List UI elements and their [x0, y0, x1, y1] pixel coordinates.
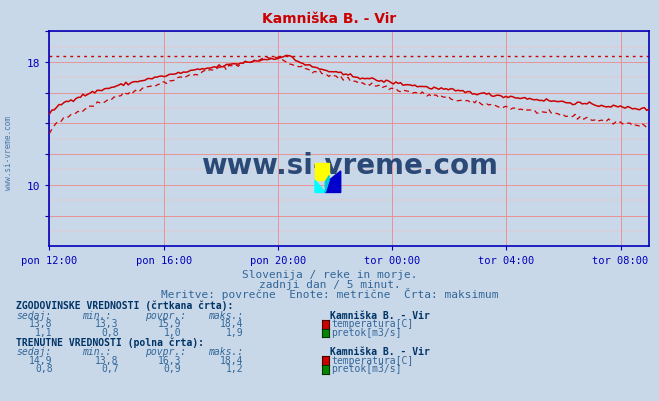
Text: 0,8: 0,8: [35, 363, 53, 373]
Text: 14,9: 14,9: [29, 355, 53, 365]
Bar: [315, 164, 329, 181]
Text: 13,8: 13,8: [95, 355, 119, 365]
Text: min.:: min.:: [82, 346, 112, 356]
Polygon shape: [326, 172, 341, 193]
Text: 1,9: 1,9: [226, 327, 244, 337]
Text: sedaj:: sedaj:: [16, 310, 51, 320]
Text: Meritve: povrečne  Enote: metrične  Črta: maksimum: Meritve: povrečne Enote: metrične Črta: …: [161, 287, 498, 299]
Text: maks.:: maks.:: [208, 310, 243, 320]
Text: www.si-vreme.com: www.si-vreme.com: [201, 151, 498, 179]
Text: temperatura[C]: temperatura[C]: [331, 355, 414, 365]
Text: 0,7: 0,7: [101, 363, 119, 373]
Text: TRENUTNE VREDNOSTI (polna črta):: TRENUTNE VREDNOSTI (polna črta):: [16, 336, 204, 347]
Text: 15,9: 15,9: [158, 319, 181, 328]
Text: povpr.:: povpr.:: [145, 346, 186, 356]
Text: 18,4: 18,4: [220, 319, 244, 328]
Text: 1,1: 1,1: [35, 327, 53, 337]
Text: pretok[m3/s]: pretok[m3/s]: [331, 327, 402, 337]
Text: 16,3: 16,3: [158, 355, 181, 365]
Text: temperatura[C]: temperatura[C]: [331, 319, 414, 328]
Text: sedaj:: sedaj:: [16, 346, 51, 356]
Text: ZGODOVINSKE VREDNOSTI (črtkana črta):: ZGODOVINSKE VREDNOSTI (črtkana črta):: [16, 300, 234, 310]
Text: 0,8: 0,8: [101, 327, 119, 337]
Text: www.si-vreme.com: www.si-vreme.com: [4, 115, 13, 189]
Polygon shape: [326, 176, 329, 193]
Text: Kamniška B. - Vir: Kamniška B. - Vir: [262, 12, 397, 26]
Text: 1,0: 1,0: [163, 327, 181, 337]
Polygon shape: [315, 181, 326, 193]
Text: pretok[m3/s]: pretok[m3/s]: [331, 363, 402, 373]
Text: Kamniška B. - Vir: Kamniška B. - Vir: [330, 346, 430, 356]
Text: 1,2: 1,2: [226, 363, 244, 373]
Text: Slovenija / reke in morje.: Slovenija / reke in morje.: [242, 270, 417, 279]
Text: 13,3: 13,3: [95, 319, 119, 328]
Text: Kamniška B. - Vir: Kamniška B. - Vir: [330, 310, 430, 320]
Text: maks.:: maks.:: [208, 346, 243, 356]
Text: povpr.:: povpr.:: [145, 310, 186, 320]
Text: 18,4: 18,4: [220, 355, 244, 365]
Text: 13,8: 13,8: [29, 319, 53, 328]
Text: zadnji dan / 5 minut.: zadnji dan / 5 minut.: [258, 279, 401, 289]
Text: min.:: min.:: [82, 310, 112, 320]
Text: 0,9: 0,9: [163, 363, 181, 373]
